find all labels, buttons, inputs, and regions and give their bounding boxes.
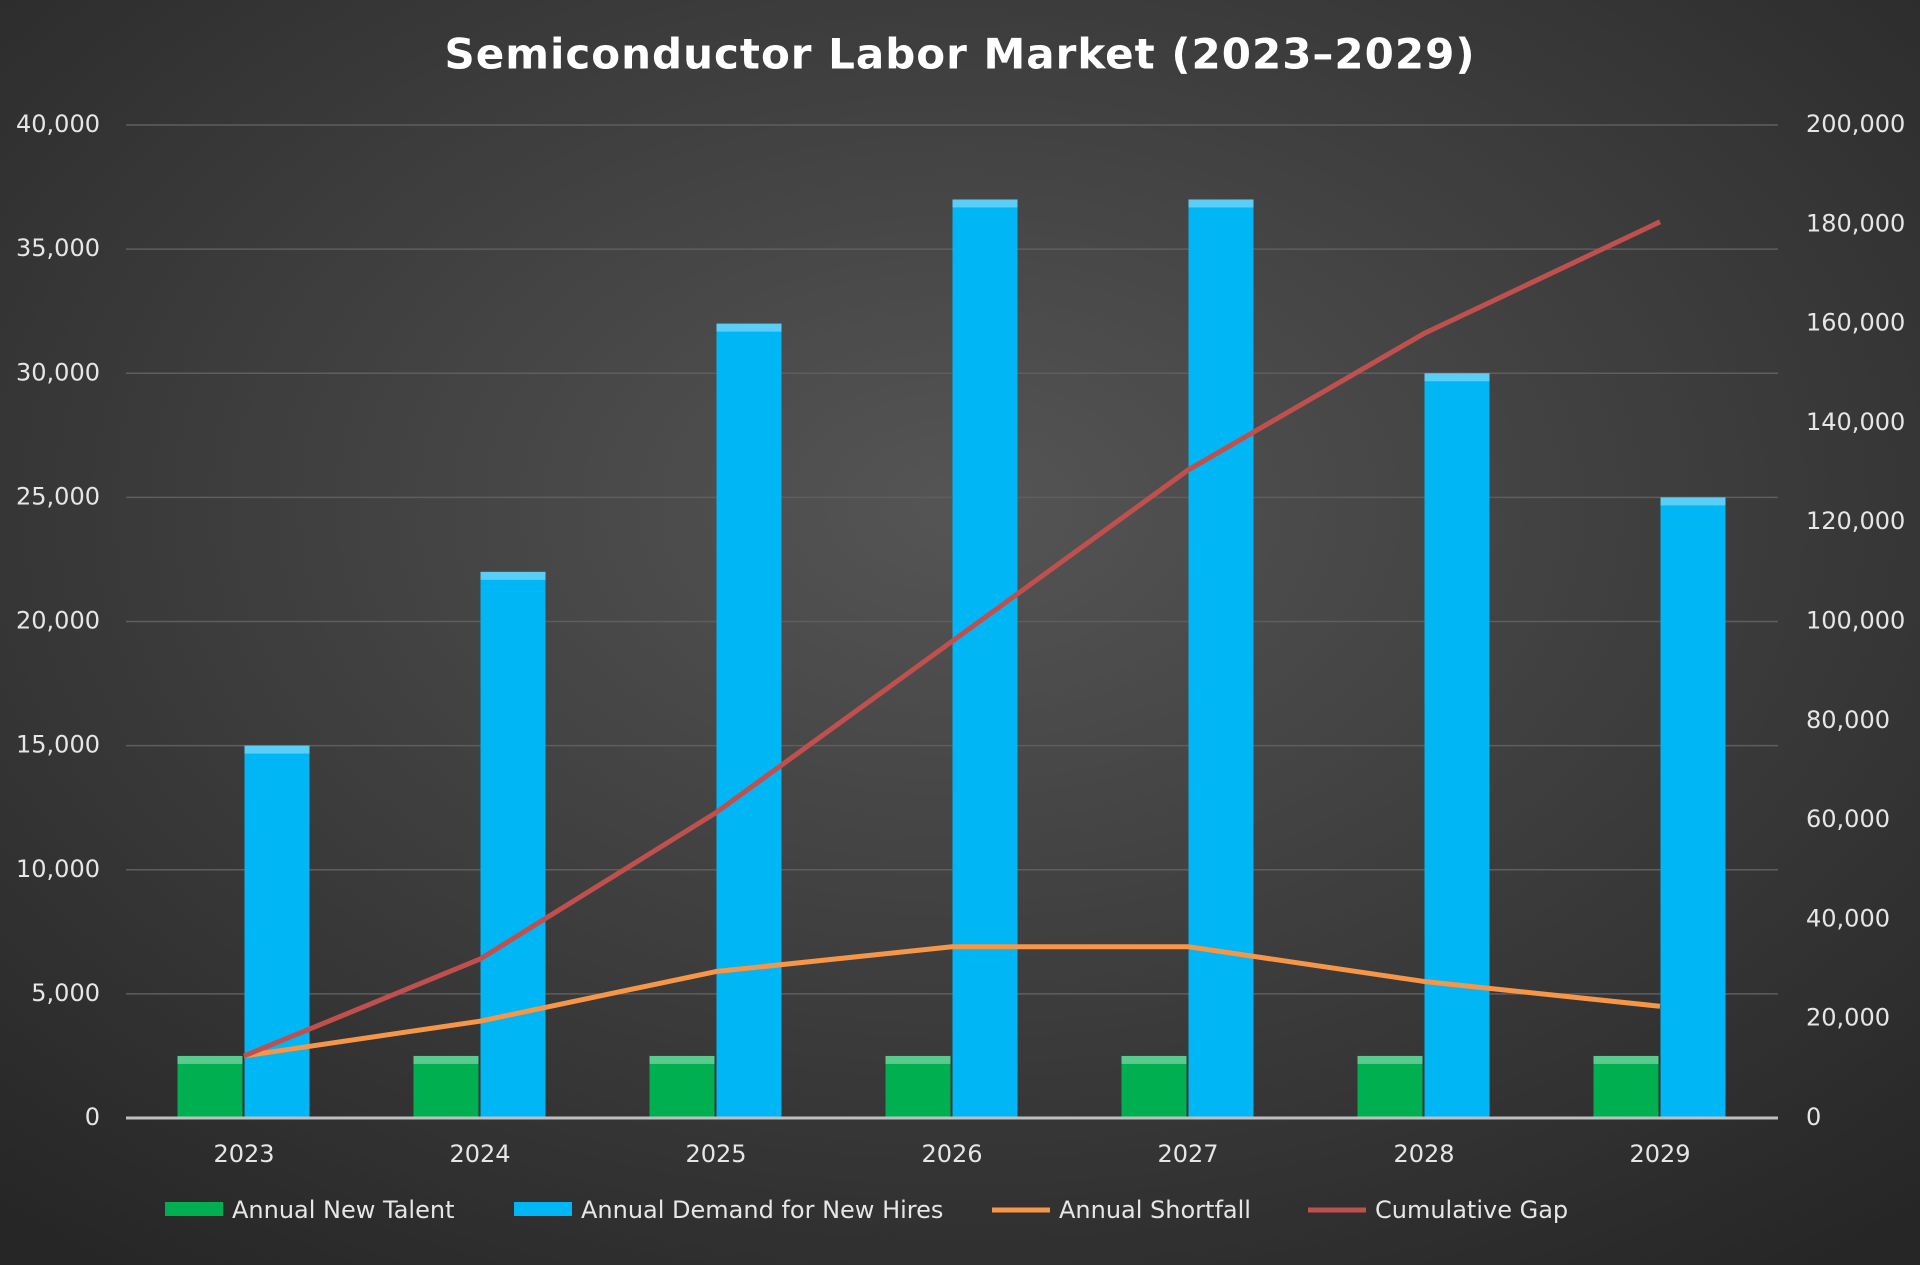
y2-tick-label: 120,000 bbox=[1806, 507, 1905, 535]
x-tick-label: 2027 bbox=[1157, 1140, 1218, 1168]
bar-bevel bbox=[1357, 1055, 1423, 1064]
bar bbox=[1188, 199, 1254, 1119]
line-series bbox=[243, 944, 1661, 1059]
y-tick-label: 40,000 bbox=[16, 110, 100, 138]
y2-tick-label: 200,000 bbox=[1806, 110, 1905, 138]
bar bbox=[177, 1055, 243, 1118]
bar bbox=[716, 323, 782, 1119]
y2-tick-label: 80,000 bbox=[1806, 706, 1890, 734]
y2-tick-label: 160,000 bbox=[1806, 309, 1905, 337]
x-tick-label: 2026 bbox=[921, 1140, 982, 1168]
legend-swatch bbox=[165, 1202, 223, 1216]
bar bbox=[1121, 1055, 1187, 1118]
bar bbox=[1593, 1055, 1659, 1118]
x-tick-label: 2029 bbox=[1629, 1140, 1690, 1168]
bar-bevel bbox=[177, 1055, 243, 1064]
chart-title: Semiconductor Labor Market (2023–2029) bbox=[444, 30, 1475, 79]
y-tick-label: 20,000 bbox=[16, 607, 100, 635]
bar-bevel bbox=[480, 571, 546, 580]
bar-bevel bbox=[1660, 497, 1726, 506]
bar-bevel bbox=[885, 1055, 951, 1064]
bar bbox=[885, 1055, 951, 1118]
bar bbox=[649, 1055, 715, 1118]
legend-label: Annual New Talent bbox=[232, 1196, 454, 1224]
bar bbox=[480, 571, 546, 1118]
y2-tick-label: 0 bbox=[1806, 1103, 1821, 1131]
y2-tick-label: 180,000 bbox=[1806, 209, 1905, 237]
y2-tick-label: 20,000 bbox=[1806, 1004, 1890, 1032]
bar-bevel bbox=[244, 745, 310, 754]
y2-tick-label: 100,000 bbox=[1806, 607, 1905, 635]
bar-bevel bbox=[1593, 1055, 1659, 1064]
y-tick-label: 25,000 bbox=[16, 482, 100, 510]
line-series bbox=[243, 219, 1662, 1059]
legend-swatch bbox=[514, 1202, 572, 1216]
bar bbox=[1357, 1055, 1423, 1118]
bar-bevel bbox=[952, 199, 1018, 208]
bar bbox=[1660, 497, 1726, 1118]
y-tick-label: 10,000 bbox=[16, 855, 100, 883]
bar-bevel bbox=[413, 1055, 479, 1064]
y-tick-label: 5,000 bbox=[31, 979, 100, 1007]
bar-bevel bbox=[1188, 199, 1254, 208]
x-tick-label: 2023 bbox=[213, 1140, 274, 1168]
bar-bevel bbox=[1424, 373, 1490, 382]
bar bbox=[413, 1055, 479, 1118]
bar-bevel bbox=[649, 1055, 715, 1064]
bar bbox=[1424, 373, 1490, 1118]
y2-tick-label: 40,000 bbox=[1806, 904, 1890, 932]
y-tick-label: 0 bbox=[85, 1103, 100, 1131]
legend-label: Annual Demand for New Hires bbox=[581, 1196, 943, 1224]
bar-bevel bbox=[716, 323, 782, 332]
y-tick-label: 15,000 bbox=[16, 731, 100, 759]
y-tick-label: 35,000 bbox=[16, 234, 100, 262]
y2-tick-label: 140,000 bbox=[1806, 408, 1905, 436]
bar-bevel bbox=[1121, 1055, 1187, 1064]
bar bbox=[952, 199, 1018, 1119]
x-tick-label: 2024 bbox=[449, 1140, 510, 1168]
legend-label: Annual Shortfall bbox=[1059, 1196, 1251, 1224]
x-tick-label: 2025 bbox=[685, 1140, 746, 1168]
y2-tick-label: 60,000 bbox=[1806, 805, 1890, 833]
legend-label: Cumulative Gap bbox=[1375, 1196, 1568, 1224]
bar bbox=[244, 745, 310, 1118]
y-tick-label: 30,000 bbox=[16, 358, 100, 386]
x-tick-label: 2028 bbox=[1393, 1140, 1454, 1168]
